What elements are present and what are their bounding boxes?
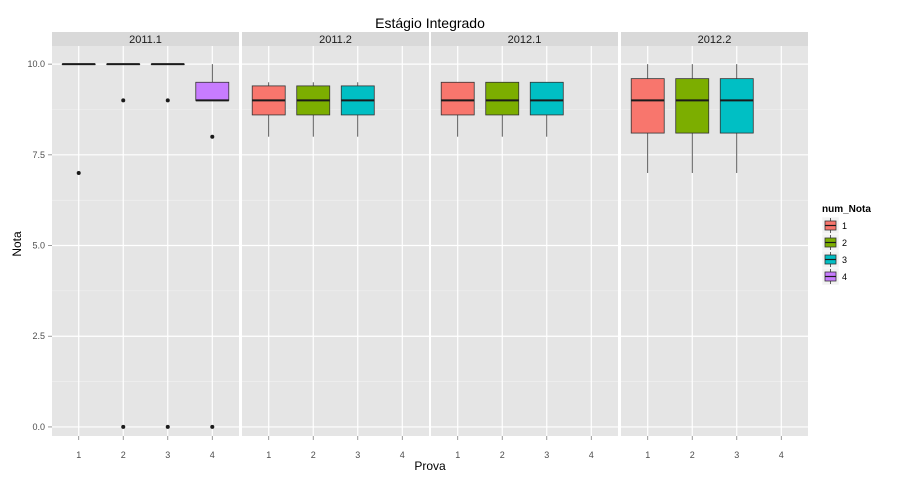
outlier-point <box>165 424 170 429</box>
facet-strip <box>431 32 618 46</box>
outlier-point <box>165 98 170 103</box>
x-tick-label: 4 <box>400 450 405 460</box>
y-tick-label: 10.0 <box>27 59 45 69</box>
facet-strip <box>621 32 808 46</box>
box-2 <box>485 81 520 137</box>
legend-item: 2 <box>821 233 847 252</box>
box-3 <box>340 82 375 137</box>
x-axis-label: Prova <box>414 459 446 473</box>
box-body <box>675 78 710 134</box>
facet-panel: 2011.1 1 2 3 4 <box>52 32 239 460</box>
x-tick-label: 1 <box>455 450 460 460</box>
box-3 <box>150 63 185 429</box>
outlier-point <box>76 170 81 175</box>
facet-strip-label: 2011.1 <box>129 34 162 46</box>
x-tick-label: 2 <box>121 450 126 460</box>
box-1 <box>251 82 286 137</box>
box-3 <box>529 81 564 137</box>
legend-item: 4 <box>821 267 847 286</box>
box-body <box>630 78 665 134</box>
legend-label: 3 <box>842 255 847 265</box>
x-tick-label: 3 <box>165 450 170 460</box>
box-body <box>440 81 475 116</box>
legend: num_Nota 1 2 3 4 <box>821 204 871 286</box>
box-2 <box>106 63 141 429</box>
box-body <box>719 78 754 134</box>
x-tick-label: 2 <box>690 450 695 460</box>
x-tick-label: 4 <box>210 450 215 460</box>
box-body <box>485 81 520 116</box>
box-1 <box>440 81 475 137</box>
panel-background <box>52 46 239 436</box>
legend-title: num_Nota <box>822 204 871 215</box>
x-tick-label: 3 <box>355 450 360 460</box>
x-tick-label: 3 <box>734 450 739 460</box>
box-3 <box>719 64 754 173</box>
x-tick-label: 3 <box>544 450 549 460</box>
legend-label: 1 <box>842 221 847 231</box>
x-tick-label: 1 <box>76 450 81 460</box>
box-1 <box>61 63 96 175</box>
box-4 <box>195 64 230 429</box>
x-tick-label: 2 <box>500 450 505 460</box>
facet-panel: 2012.2 1 2 3 4 <box>621 32 808 460</box>
x-tick-label: 4 <box>779 450 784 460</box>
y-tick-label: 7.5 <box>32 150 45 160</box>
facet-strip <box>242 32 429 46</box>
legend-label: 2 <box>842 238 847 248</box>
outlier-point <box>121 424 126 429</box>
facet-strip-label: 2012.1 <box>508 34 542 46</box>
y-tick-label: 5.0 <box>32 241 45 251</box>
outlier-point <box>210 424 215 429</box>
chart-title: Estágio Integrado <box>375 15 485 31</box>
x-tick-label: 2 <box>311 450 316 460</box>
x-tick-label: 1 <box>266 450 271 460</box>
facet-panels: 2011.1 1 2 3 4 2011.2 1 2 3 4 2012.1 1 2 3 4 2012.2 1 2 3 4 <box>52 32 808 460</box>
x-tick-label: 1 <box>645 450 650 460</box>
facet-strip <box>52 32 239 46</box>
box-1 <box>630 64 665 173</box>
y-axis-label: Nota <box>10 231 24 257</box>
outlier-point <box>210 134 215 139</box>
y-axis: 0.0 2.5 5.0 7.5 10.0 <box>27 59 52 432</box>
legend-item: 3 <box>821 250 847 269</box>
facet-strip-label: 2012.2 <box>698 34 732 46</box>
x-tick-label: 4 <box>589 450 594 460</box>
box-body <box>529 81 564 116</box>
box-body <box>195 81 230 101</box>
facet-panel: 2012.1 1 2 3 4 <box>431 32 618 460</box>
legend-item: 1 <box>821 216 847 235</box>
box-2 <box>296 82 331 137</box>
box-2 <box>675 64 710 173</box>
facet-panel: 2011.2 1 2 3 4 <box>242 32 429 460</box>
y-tick-label: 2.5 <box>32 331 45 341</box>
outlier-point <box>121 98 126 103</box>
y-tick-label: 0.0 <box>32 422 45 432</box>
facet-strip-label: 2011.2 <box>319 34 352 46</box>
legend-label: 4 <box>842 272 847 282</box>
